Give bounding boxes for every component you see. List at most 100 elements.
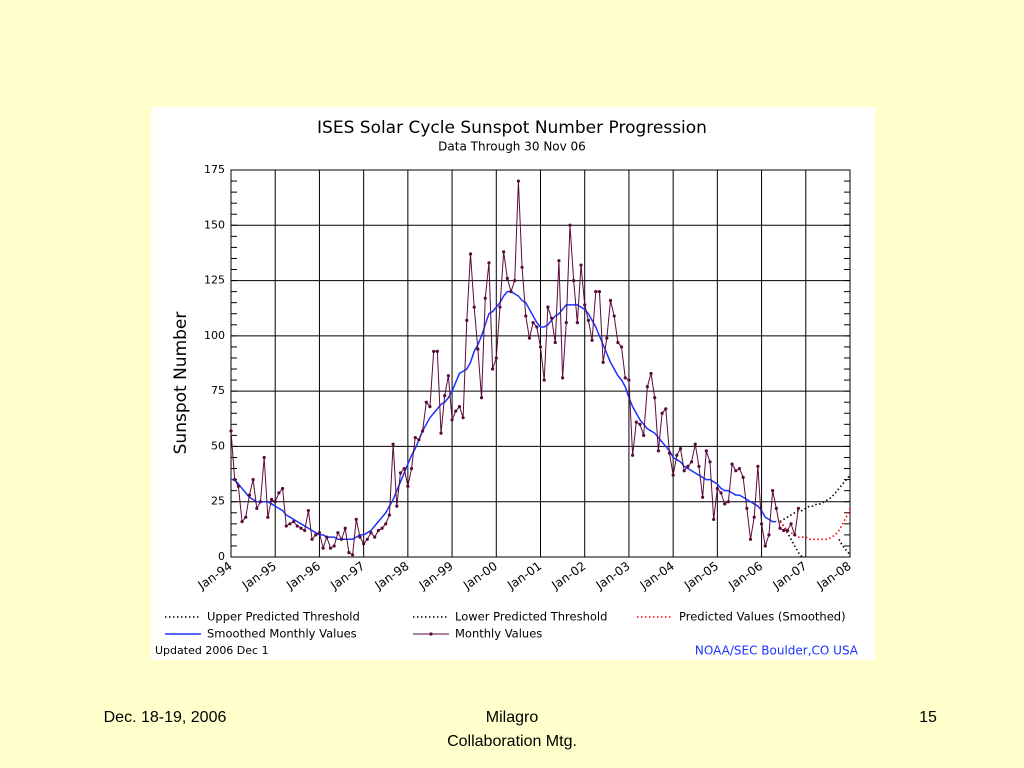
data-point xyxy=(605,336,609,340)
data-point xyxy=(295,524,299,528)
data-point xyxy=(266,515,270,519)
data-point xyxy=(317,531,322,535)
data-point xyxy=(689,460,694,464)
data-point xyxy=(236,484,240,488)
legend-label: Upper Predicted Threshold xyxy=(207,610,360,624)
series-line xyxy=(779,521,851,558)
data-point xyxy=(446,374,450,378)
data-point xyxy=(748,537,753,541)
footer-event: Collaboration Mtg. xyxy=(447,733,577,750)
data-point xyxy=(527,336,532,340)
data-point xyxy=(715,486,719,491)
data-point xyxy=(273,500,277,504)
data-point xyxy=(299,526,303,530)
data-point xyxy=(594,290,598,294)
y-tick-label: 150 xyxy=(204,218,225,231)
data-point xyxy=(332,544,336,548)
data-point xyxy=(538,345,543,349)
data-point xyxy=(269,497,274,502)
data-point xyxy=(277,491,281,495)
data-point xyxy=(634,420,638,424)
data-point xyxy=(763,544,767,548)
data-point xyxy=(782,528,786,533)
data-point xyxy=(568,223,572,227)
data-point xyxy=(752,515,756,519)
data-point xyxy=(398,471,403,475)
data-point xyxy=(465,318,469,322)
data-point xyxy=(590,338,594,342)
data-point xyxy=(561,376,565,380)
data-point xyxy=(723,502,727,506)
data-point xyxy=(233,478,237,482)
chart-title: ISES Solar Cycle Sunspot Number Progress… xyxy=(317,118,707,138)
data-point xyxy=(424,400,428,404)
data-point xyxy=(343,526,347,530)
page-number: 15 xyxy=(919,709,937,726)
footer-event: Milagro xyxy=(486,709,539,726)
series-line xyxy=(779,474,851,523)
data-point xyxy=(701,495,705,499)
data-point xyxy=(258,500,263,504)
y-tick-label: 175 xyxy=(204,163,225,176)
data-point xyxy=(395,504,399,508)
data-point xyxy=(664,407,668,411)
y-tick-label: 0 xyxy=(218,550,225,563)
data-point xyxy=(741,475,745,479)
data-point xyxy=(535,325,539,329)
data-point xyxy=(623,376,627,380)
data-point xyxy=(472,305,476,309)
data-point xyxy=(417,438,421,442)
data-point xyxy=(339,537,344,541)
data-point xyxy=(631,453,635,457)
data-point xyxy=(678,447,683,451)
data-point xyxy=(520,265,524,269)
data-point xyxy=(454,409,458,413)
data-point xyxy=(737,466,742,471)
credit: NOAA/SEC Boulder,CO USA xyxy=(695,644,859,658)
data-point xyxy=(280,486,285,491)
data-point xyxy=(288,522,292,526)
data-point xyxy=(505,276,509,280)
data-point xyxy=(461,416,465,420)
data-point xyxy=(771,489,775,493)
data-point xyxy=(420,429,425,433)
data-point xyxy=(354,517,358,522)
data-point xyxy=(362,542,366,546)
data-point xyxy=(682,469,686,473)
data-point xyxy=(675,453,679,457)
data-point xyxy=(579,263,583,267)
data-point xyxy=(756,464,760,468)
data-point xyxy=(402,466,406,471)
data-point xyxy=(546,305,550,309)
data-point xyxy=(557,259,561,263)
y-tick-label: 25 xyxy=(211,495,225,508)
data-point xyxy=(251,478,255,482)
legend-label: Monthly Values xyxy=(455,627,542,641)
data-point xyxy=(406,484,410,488)
chart-background xyxy=(151,107,875,660)
data-point xyxy=(306,508,310,513)
data-point xyxy=(479,396,484,400)
data-point xyxy=(435,349,439,353)
data-point xyxy=(468,252,473,256)
data-point xyxy=(597,290,602,294)
data-point xyxy=(601,360,605,364)
data-point xyxy=(627,378,631,382)
data-point xyxy=(608,298,613,303)
data-point xyxy=(796,506,801,510)
data-point xyxy=(262,455,266,460)
data-point xyxy=(734,469,738,473)
data-point xyxy=(387,513,392,517)
data-point xyxy=(494,356,498,360)
data-point xyxy=(583,303,587,307)
data-point xyxy=(325,535,329,539)
data-point xyxy=(358,535,362,539)
data-point xyxy=(649,371,653,376)
data-point xyxy=(531,320,535,325)
data-point xyxy=(450,418,454,422)
data-point xyxy=(247,493,252,497)
data-point xyxy=(292,520,296,524)
data-point xyxy=(365,537,369,541)
data-point xyxy=(376,528,380,533)
